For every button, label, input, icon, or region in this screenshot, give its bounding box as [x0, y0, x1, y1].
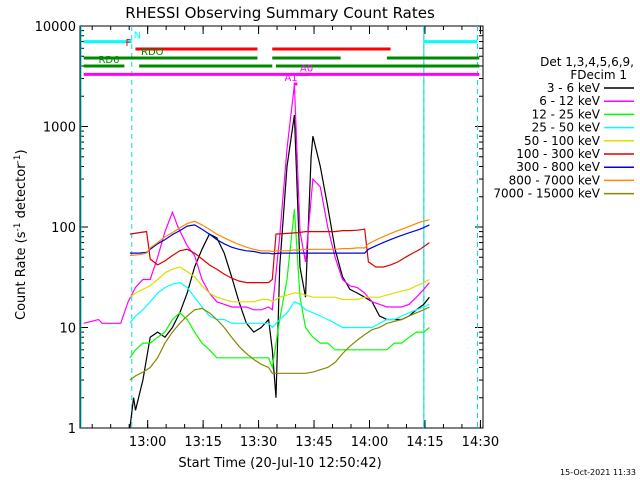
x-tick-label: 14:00 — [351, 435, 388, 450]
x-tick-label: 13:45 — [295, 435, 332, 450]
footer-date: 15-Oct-2021 11:33 — [560, 468, 636, 477]
y-label-end: ) — [14, 149, 29, 154]
series-line-8 — [129, 306, 430, 381]
y-tick-label: 10000 — [35, 20, 76, 35]
plot-area — [79, 25, 484, 429]
status-label-a1: A1 — [284, 73, 297, 84]
legend-label: 50 - 100 keV — [524, 134, 601, 148]
series-line-6 — [129, 224, 430, 255]
status-label-n: N — [134, 31, 141, 42]
series-line-1 — [83, 84, 430, 324]
legend-label: 7000 - 15000 keV — [493, 187, 600, 201]
series-line-3 — [129, 281, 430, 329]
y-label-mid: detector — [14, 163, 29, 223]
legend-label: 25 - 50 keV — [532, 121, 601, 135]
series-line-7 — [129, 219, 430, 257]
x-axis-label: Start Time (20-Jul-10 12:50:42) — [178, 456, 381, 471]
legend-header-1: Det 1,3,4,5,6,9, — [540, 55, 634, 69]
series-line-4 — [129, 266, 430, 303]
legend-label: 300 - 800 keV — [516, 160, 600, 174]
y-tick-label: 1000 — [43, 121, 76, 136]
status-label-f: F — [125, 38, 131, 49]
axes: 1 10 100 1000 10000 13:00 13:15 13:30 13:45 14:00… — [35, 20, 500, 450]
y-tick-label: 10 — [59, 322, 76, 337]
legend-label: 800 - 7000 keV — [509, 173, 601, 187]
status-label-a0: A0 — [300, 63, 313, 74]
status-label-rd6: RD6 — [98, 55, 119, 66]
series-line-0 — [129, 114, 430, 429]
legend-label: 6 - 12 keV — [539, 94, 601, 108]
y-tick-label: 1 — [68, 422, 76, 437]
series-line-5 — [129, 228, 430, 284]
x-tick-label: 13:30 — [240, 435, 277, 450]
y-label-sup1: -1 — [13, 222, 23, 231]
chart-title: RHESSI Observing Summary Count Rates — [125, 4, 435, 22]
x-tick-label: 14:30 — [462, 435, 499, 450]
y-tick-label: 100 — [51, 221, 76, 236]
x-tick-label: 14:15 — [406, 435, 443, 450]
y-label-main: Count Rate (s — [14, 231, 29, 320]
legend-header-2: FDecim 1 — [570, 68, 627, 82]
legend-label: 12 - 25 keV — [532, 107, 601, 121]
series-layer — [83, 84, 430, 429]
y-label-sup2: -1 — [13, 154, 23, 163]
x-tick-label: 13:00 — [129, 435, 166, 450]
x-tick-label: 13:15 — [184, 435, 221, 450]
legend-label: 100 - 300 keV — [516, 147, 600, 161]
plot-frame — [79, 25, 484, 429]
legend-label: 3 - 6 keV — [547, 81, 601, 95]
y-axis-label: Count Rate (s-1 detector-1) — [13, 149, 29, 320]
status-label-rdo: RDO — [141, 47, 164, 58]
